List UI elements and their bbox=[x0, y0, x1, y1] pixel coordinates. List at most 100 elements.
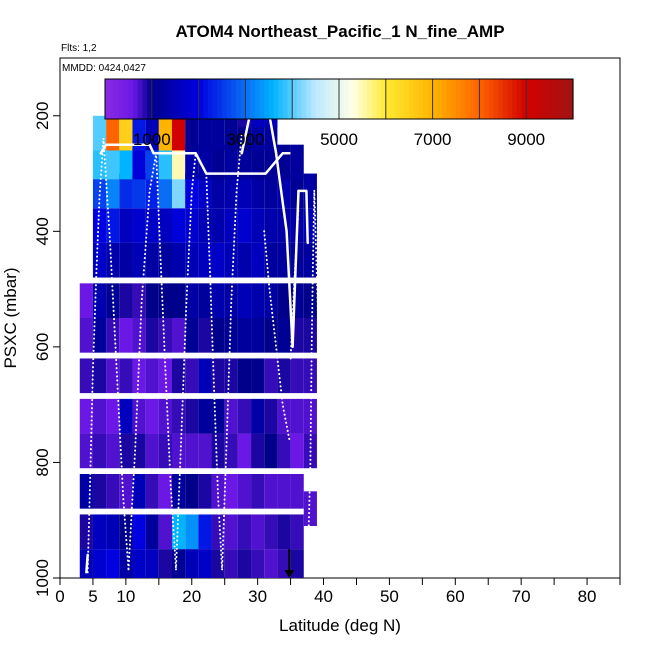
flight-track-profile bbox=[313, 189, 321, 371]
heatmap-cell bbox=[158, 283, 172, 318]
x-axis: 0 5 10 20 30 40 50 60 70 80 bbox=[55, 578, 621, 606]
heatmap-cell bbox=[264, 549, 278, 578]
colorbar-segment bbox=[296, 79, 303, 119]
heatmap-cell bbox=[290, 144, 304, 180]
heatmap-cell bbox=[211, 318, 225, 353]
heatmap-cell bbox=[119, 398, 133, 434]
heatmap-cell bbox=[224, 514, 238, 550]
flight-track-profile bbox=[205, 172, 224, 571]
y-tick-label: 800 bbox=[33, 448, 52, 476]
colorbar-segment bbox=[367, 79, 373, 119]
heatmap-cell bbox=[224, 474, 238, 509]
heatmap-cell bbox=[132, 115, 146, 151]
heatmap-cell bbox=[264, 358, 278, 394]
flights-note: Flts: 1,2 bbox=[61, 43, 97, 54]
heatmap-cell bbox=[264, 514, 278, 550]
heatmap-cell bbox=[79, 398, 93, 434]
y-tick-label: 1000 bbox=[33, 559, 52, 597]
heatmap-cell bbox=[145, 433, 159, 469]
heatmap-cell bbox=[198, 173, 212, 209]
heatmap-cell bbox=[106, 398, 120, 434]
heatmap-cell bbox=[158, 433, 172, 469]
heatmap-cell bbox=[158, 173, 172, 209]
heatmap-cell bbox=[106, 474, 120, 509]
heatmap-cell bbox=[92, 474, 107, 509]
colorbar-segment bbox=[292, 79, 298, 119]
heatmap-cell bbox=[277, 318, 291, 353]
colorbar-segment bbox=[142, 79, 148, 119]
heatmap-cell bbox=[172, 173, 186, 209]
colorbar-segment bbox=[109, 79, 115, 119]
colorbar-segment bbox=[301, 79, 307, 119]
heatmap-cell bbox=[79, 358, 93, 394]
colorbar-segment bbox=[320, 79, 326, 119]
heatmap-cell bbox=[211, 549, 225, 578]
colorbar-segment bbox=[512, 79, 518, 119]
y-tick-label: 600 bbox=[33, 333, 52, 361]
colorbar-segment bbox=[371, 79, 378, 119]
heatmap-cell bbox=[211, 433, 225, 469]
colorbar-segment bbox=[568, 79, 574, 119]
colorbar-segment bbox=[362, 79, 368, 119]
heatmap-cell bbox=[237, 514, 252, 550]
heatmap-cell bbox=[224, 318, 238, 353]
heatmap-cell bbox=[251, 208, 265, 243]
heatmap-cell bbox=[237, 433, 252, 469]
colorbar-segment bbox=[339, 79, 345, 119]
colorbar-segment bbox=[193, 79, 200, 119]
colorbar-segment bbox=[268, 79, 275, 119]
heatmap-cell bbox=[106, 549, 120, 578]
colorbar-segment bbox=[198, 79, 204, 119]
heatmap-cell bbox=[290, 549, 304, 578]
heatmap-cell bbox=[106, 433, 120, 469]
heatmap-cell bbox=[132, 318, 146, 353]
heatmap-cell bbox=[185, 242, 199, 278]
heatmap-cell bbox=[198, 474, 212, 509]
heatmap-cell bbox=[224, 433, 238, 469]
heatmap-cell bbox=[119, 358, 133, 394]
colorbar-segment bbox=[212, 79, 218, 119]
heatmap-cell bbox=[158, 549, 172, 578]
heatmap-cell bbox=[185, 318, 199, 353]
heatmap-cell bbox=[145, 358, 159, 394]
colorbar-segment bbox=[399, 79, 406, 119]
heatmap-cell bbox=[79, 433, 93, 469]
heatmap-cell bbox=[92, 358, 107, 394]
colorbar-segment bbox=[465, 79, 471, 119]
colorbar-segment bbox=[558, 79, 565, 119]
heatmap-cell bbox=[224, 358, 238, 394]
colorbar-segment bbox=[418, 79, 424, 119]
flight-track-profile bbox=[306, 189, 316, 568]
heatmap-cell bbox=[185, 514, 199, 550]
colorbar-segment bbox=[105, 79, 111, 119]
heatmap-cell bbox=[251, 514, 265, 550]
heatmap-cell bbox=[119, 144, 133, 180]
colorbar-segment bbox=[535, 79, 541, 119]
heatmap-cell bbox=[172, 115, 186, 151]
y-tick-label: 400 bbox=[33, 217, 52, 245]
heatmap-cell bbox=[237, 173, 252, 209]
x-tick-label: 20 bbox=[182, 587, 201, 606]
heatmap-cell bbox=[158, 242, 172, 278]
heatmap-cell bbox=[290, 173, 304, 209]
heatmap-cell bbox=[198, 318, 212, 353]
colorbar-segment bbox=[357, 79, 363, 119]
colorbar-tick-label: 1000 bbox=[133, 130, 171, 149]
heatmap-cell bbox=[211, 514, 225, 550]
heatmap-cell bbox=[172, 242, 186, 278]
heatmap-cell bbox=[106, 283, 120, 318]
x-tick-label: 5 bbox=[88, 587, 97, 606]
colorbar-segment bbox=[137, 79, 144, 119]
heatmap-cell bbox=[290, 433, 304, 469]
heatmap-cell bbox=[185, 208, 199, 243]
colorbar-segment bbox=[282, 79, 289, 119]
colorbar-segment bbox=[563, 79, 569, 119]
colorbar-segment bbox=[530, 79, 537, 119]
colorbar-segment bbox=[460, 79, 466, 119]
colorbar-segment bbox=[423, 79, 429, 119]
heatmap-cell bbox=[92, 115, 107, 151]
heatmap-cell bbox=[290, 358, 304, 394]
heatmap-cell bbox=[224, 398, 238, 434]
colorbar-frame bbox=[104, 78, 574, 120]
x-tick-label: 60 bbox=[446, 587, 465, 606]
